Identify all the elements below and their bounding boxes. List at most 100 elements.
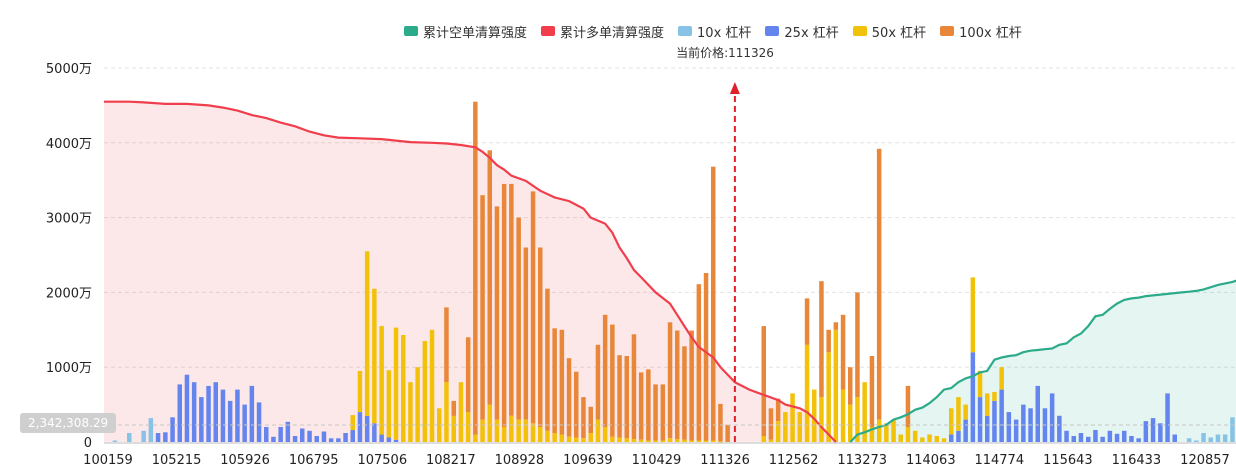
bar-50x [941,438,947,442]
bar-50x [624,438,629,442]
bar-100x [444,307,449,383]
bar-50x [833,329,839,442]
bar-25x [199,397,204,442]
legend-item-50x[interactable]: 50x 杠杆 [852,22,926,41]
bar-50x [927,434,932,442]
bar-100x [545,288,550,431]
bar-10x [1230,417,1235,442]
bar-10x [127,433,132,442]
bar-50x [775,421,781,442]
bar-50x [660,440,666,442]
bar-50x [444,382,449,442]
chart-legend: 累计空单清算强度 累计多单清算强度 10x 杠杆 25x 杠杆 50x 杠杆 1… [404,20,1036,42]
bar-50x [559,434,565,442]
legend-swatch-icon [678,26,693,36]
bar-25x [956,430,961,442]
bar-50x [401,335,406,442]
bar-50x [920,437,925,442]
legend-item-short-cumulative[interactable]: 累计空单清算强度 [404,22,527,41]
bar-10x [1222,434,1228,442]
bar-25x [264,427,269,442]
bar-100x [804,298,810,345]
legend-item-100x[interactable]: 100x 杠杆 [940,22,1022,41]
bar-25x [271,436,276,442]
bar-25x [285,421,291,442]
bar-100x [775,398,781,421]
bar-50x [638,439,644,442]
bar-25x [300,428,305,442]
bar-100x [675,330,680,439]
bar-50x [675,439,680,442]
bar-100x [905,385,911,427]
legend-label: 10x 杠杆 [697,25,752,41]
bar-10x [1215,434,1221,442]
bar-50x [804,344,810,442]
x-tick-label: 109639 [563,453,613,468]
bar-50x [949,408,954,435]
bar-100x [588,406,593,433]
bar-25x [307,430,312,442]
bar-25x [206,385,211,442]
legend-item-long-cumulative[interactable]: 累计多单清算强度 [541,22,664,41]
bar-25x [1165,393,1170,442]
bar-50x [840,389,846,442]
bar-25x [1006,412,1012,442]
bar-100x [819,281,824,398]
bar-50x [826,352,831,442]
bar-100x [660,384,666,441]
bar-50x [653,440,658,442]
bar-50x [631,439,637,442]
bar-100x [595,344,601,420]
bar-25x [1129,436,1134,442]
bar-50x [602,427,608,442]
bar-50x [458,382,464,442]
bar-100x [826,329,831,353]
bar-25x [977,397,983,442]
bar-25x [256,402,262,442]
bar-25x [364,415,370,442]
bar-25x [963,419,968,442]
bar-10x [1186,438,1192,442]
legend-swatch-icon [852,26,867,36]
bar-100x [631,334,637,439]
bar-50x [812,389,817,442]
bar-25x [249,385,255,442]
bar-100x [855,292,860,398]
bar-50x [437,408,442,442]
long-cumulative-area [104,101,836,442]
legend-item-10x[interactable]: 10x 杠杆 [678,22,751,41]
bar-25x [393,439,399,442]
long-cumulative-line [104,100,837,443]
bar-50x [465,412,471,442]
x-tick-label: 114063 [906,453,956,468]
bar-50x [646,440,651,442]
bar-50x [667,438,673,442]
bar-25x [328,438,334,442]
bar-25x [321,431,327,442]
bar-25x [314,436,319,442]
bar-100x [696,284,702,441]
bar-25x [1049,393,1055,442]
bar-100x [473,101,478,435]
bar-100x [465,337,471,413]
bar-25x [242,404,247,442]
bar-100x [682,346,687,440]
bar-50x [552,433,557,442]
legend-label: 100x 杠杆 [959,25,1022,41]
bar-50x [711,440,716,442]
bar-10x [1194,440,1199,442]
x-tick-label: 120857 [1180,453,1230,468]
legend-swatch-icon [940,26,955,36]
legend-item-25x[interactable]: 25x 杠杆 [765,22,839,41]
bar-25x [386,437,392,442]
x-tick-label: 106795 [289,453,339,468]
bar-25x [1078,433,1084,442]
bar-50x [992,391,997,401]
bar-25x [163,432,168,442]
bar-50x [574,437,579,442]
bar-100x [638,372,644,440]
bar-50x [509,415,514,442]
bar-50x [473,434,478,442]
bar-25x [1136,438,1141,442]
